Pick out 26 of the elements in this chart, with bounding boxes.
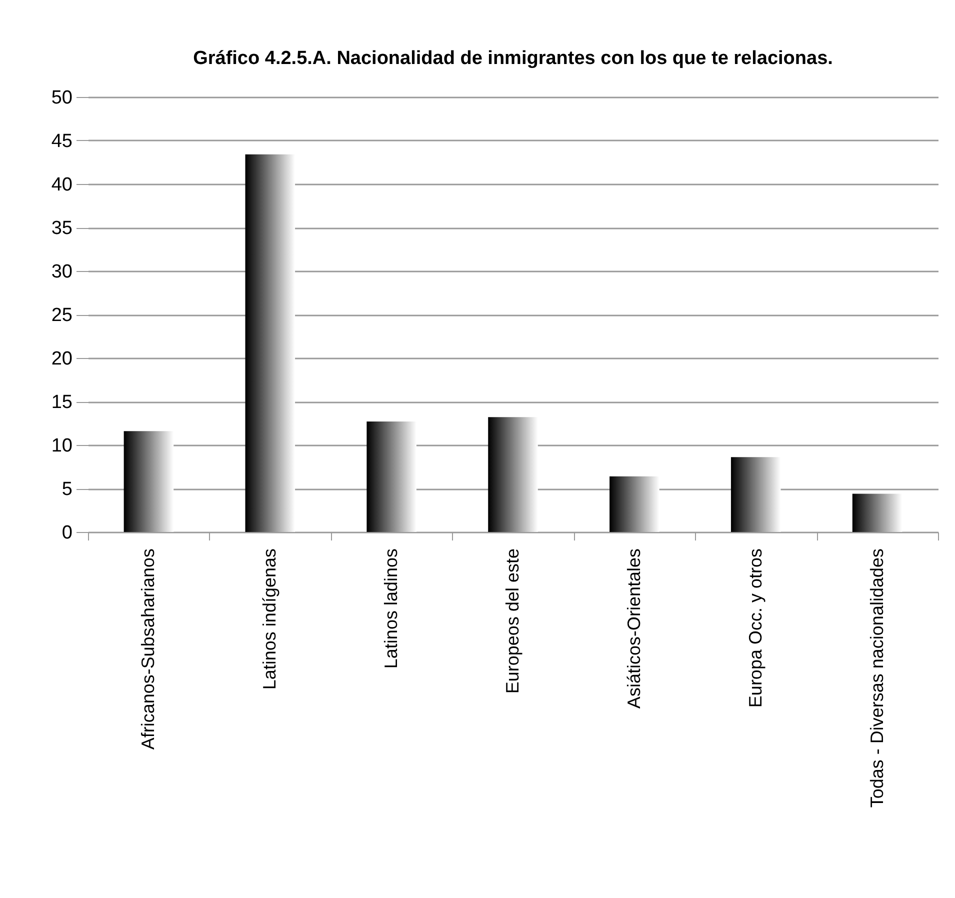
y-tick-label: 10 — [51, 436, 72, 456]
bar — [610, 476, 660, 532]
x-tick-label: Asiáticos-Orientales — [624, 548, 644, 709]
y-tick-label: 15 — [51, 392, 72, 413]
y-tick-label: 5 — [62, 479, 72, 500]
y-tick-label: 20 — [51, 348, 72, 370]
y-tick-label: 0 — [62, 522, 72, 544]
bar — [245, 154, 296, 532]
x-tick-label: Latinos indígenas — [260, 548, 280, 690]
chart-title: Gráfico 4.2.5.A. Nacionalidad de inmigrantes con los que te relacionas. — [193, 48, 833, 69]
bar — [488, 417, 538, 532]
bar — [730, 457, 781, 532]
x-tick-label: Europeos del este — [502, 548, 522, 694]
y-tick-label: 35 — [51, 218, 72, 239]
x-tick-label: Todas - Diversas nacionalidades — [866, 548, 887, 808]
x-tick-label: Latinos ladinos — [381, 548, 402, 669]
bar — [852, 494, 902, 532]
y-tick-label: 45 — [51, 131, 72, 152]
x-tick-label: Europa Occ. y otros — [745, 548, 766, 708]
y-tick-label: 25 — [51, 305, 72, 326]
bar — [124, 431, 174, 532]
y-tick-label: 50 — [51, 88, 72, 108]
bar — [366, 422, 416, 532]
y-tick-label: 40 — [51, 174, 72, 196]
y-tick-label: 30 — [51, 262, 72, 282]
x-tick-label: Africanos-Subsaharianos — [138, 548, 158, 750]
